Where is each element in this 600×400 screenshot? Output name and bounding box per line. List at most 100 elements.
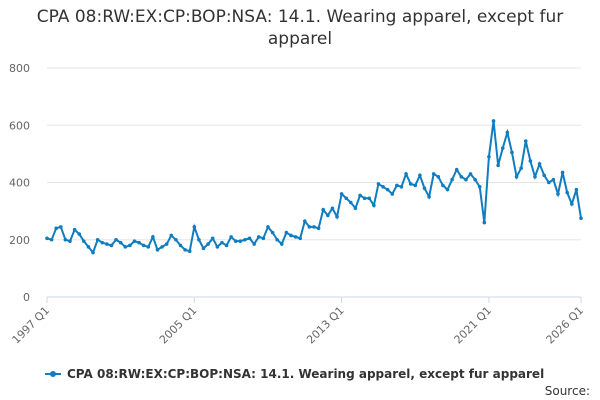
point — [390, 192, 395, 196]
point — [183, 247, 187, 252]
point — [206, 242, 210, 246]
point — [510, 150, 514, 155]
point — [464, 177, 468, 182]
point — [201, 246, 206, 251]
point — [491, 119, 496, 123]
point — [477, 184, 482, 189]
point — [220, 240, 224, 245]
point — [266, 225, 270, 229]
point — [473, 177, 477, 182]
point — [482, 220, 487, 225]
point — [560, 170, 565, 175]
point — [229, 235, 233, 239]
y-tick-label: 600 — [9, 119, 30, 132]
point — [146, 245, 151, 249]
point — [385, 187, 390, 192]
point — [579, 216, 583, 221]
point — [358, 193, 362, 198]
point — [243, 237, 247, 242]
point — [100, 240, 105, 245]
point — [445, 187, 450, 192]
point — [441, 183, 445, 188]
point — [372, 203, 376, 208]
point — [307, 225, 312, 229]
x-tick-label: 2005 Q1 — [157, 304, 200, 347]
y-tick-label: 200 — [9, 234, 30, 247]
point — [123, 245, 128, 249]
point — [118, 240, 123, 245]
point — [275, 237, 279, 242]
point — [86, 245, 91, 249]
point — [215, 245, 220, 249]
point — [293, 235, 298, 239]
x-tick-label: 2021 Q1 — [452, 304, 495, 347]
point — [381, 184, 385, 189]
point — [114, 237, 118, 242]
point — [321, 207, 326, 212]
y-tick-label: 0 — [23, 291, 30, 304]
point — [169, 233, 174, 238]
legend-label: CPA 08:RW:EX:CP:BOP:NSA: 14.1. Wearing a… — [67, 367, 544, 381]
point — [261, 236, 266, 241]
point — [132, 239, 137, 243]
point — [326, 213, 330, 218]
point — [187, 249, 192, 253]
point — [418, 173, 422, 178]
point — [376, 182, 381, 186]
point — [302, 219, 307, 223]
point — [551, 177, 556, 182]
point — [141, 243, 146, 248]
point — [210, 236, 215, 241]
series-line — [46, 120, 582, 255]
point — [496, 163, 500, 168]
chart-title: CPA 08:RW:EX:CP:BOP:NSA: 14.1. Wearing a… — [36, 7, 564, 49]
point — [289, 233, 293, 238]
point — [431, 172, 436, 176]
point — [353, 206, 358, 211]
point — [533, 174, 537, 179]
point — [349, 200, 353, 205]
point — [95, 237, 100, 242]
point — [450, 177, 454, 182]
point — [49, 237, 54, 242]
point — [256, 235, 261, 239]
point — [59, 225, 63, 229]
point — [427, 195, 431, 199]
point — [404, 172, 408, 176]
x-tick-label: 2026 Q1 — [544, 304, 587, 347]
point — [63, 237, 68, 242]
point — [523, 139, 528, 143]
point — [339, 192, 344, 196]
point — [151, 235, 155, 239]
point — [284, 230, 289, 235]
point — [68, 239, 72, 243]
point — [137, 240, 141, 245]
point — [279, 242, 284, 246]
point — [413, 183, 418, 188]
y-tick-label: 400 — [9, 177, 30, 190]
point — [408, 182, 413, 186]
point — [454, 167, 459, 172]
point — [330, 206, 335, 211]
point — [233, 239, 238, 243]
source: Source: — [545, 384, 590, 398]
x-tick-label: 1997 Q1 — [10, 304, 53, 347]
point — [164, 242, 169, 246]
point — [542, 173, 546, 178]
point — [77, 232, 82, 236]
point — [436, 174, 441, 179]
point — [556, 192, 560, 196]
point — [238, 239, 243, 243]
point — [270, 230, 275, 235]
point — [422, 186, 427, 191]
point — [569, 202, 574, 206]
point — [514, 174, 519, 179]
y-tick-label: 800 — [9, 62, 30, 75]
point — [160, 245, 164, 249]
point — [192, 225, 197, 229]
point — [519, 166, 523, 170]
point — [487, 154, 491, 159]
point — [54, 226, 59, 231]
